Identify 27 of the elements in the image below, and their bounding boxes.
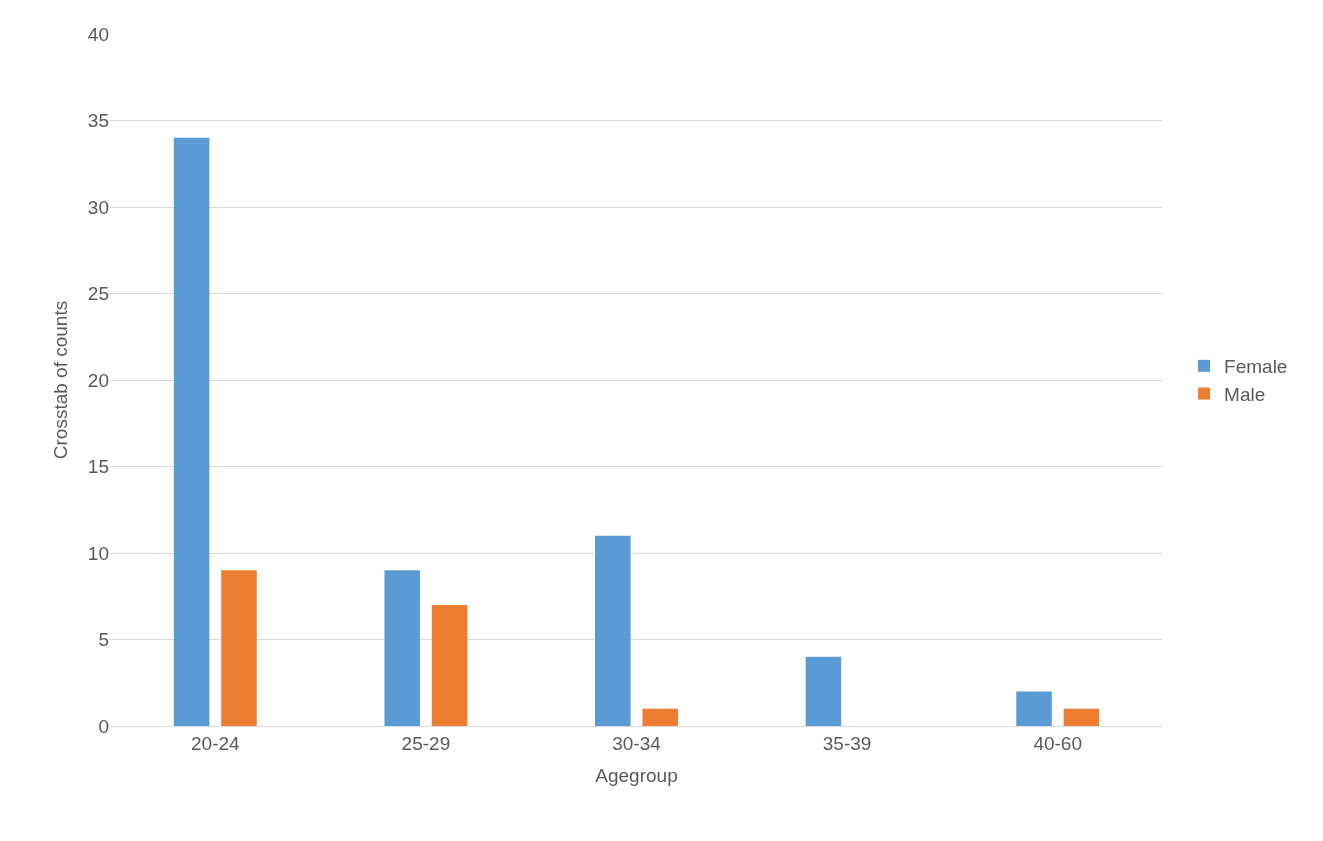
bar xyxy=(221,570,257,726)
y-tick-label: 10 xyxy=(87,542,109,564)
x-tick-label: 25-29 xyxy=(401,732,451,754)
x-axis-title: Agegroup xyxy=(595,764,678,786)
y-axis-title: Crosstab of counts xyxy=(49,300,71,460)
x-tick-label: 40-60 xyxy=(1033,732,1082,754)
bar xyxy=(173,137,210,726)
bar xyxy=(431,604,468,726)
legend-label: Female xyxy=(1224,356,1288,378)
bar xyxy=(805,656,842,726)
bar xyxy=(1016,691,1052,726)
y-tick-label: 5 xyxy=(98,629,109,651)
y-tick-label: 20 xyxy=(87,369,109,391)
bar xyxy=(1063,708,1100,726)
y-tick-label: 40 xyxy=(87,23,109,45)
y-tick-label: 15 xyxy=(87,456,109,478)
x-tick-label: 30-34 xyxy=(612,732,662,754)
legend-label: Male xyxy=(1224,383,1266,405)
x-tick-label: 20-24 xyxy=(191,732,241,754)
y-tick-label: 25 xyxy=(87,283,109,305)
y-tick-label: 0 xyxy=(98,715,109,737)
bar xyxy=(595,535,631,726)
x-tick-label: 35-39 xyxy=(822,732,872,754)
y-tick-label: 30 xyxy=(87,196,109,218)
bar xyxy=(642,708,678,726)
bar xyxy=(384,570,420,726)
y-tick-label: 35 xyxy=(87,110,109,132)
